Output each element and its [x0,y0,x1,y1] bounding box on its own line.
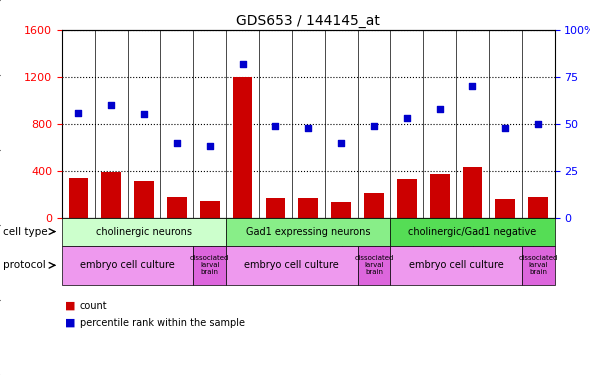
Text: cell type: cell type [3,226,48,237]
Text: percentile rank within the sample: percentile rank within the sample [80,318,245,327]
Point [303,124,313,130]
Text: embryo cell culture: embryo cell culture [409,260,503,270]
Point [468,83,477,89]
Bar [266,198,286,217]
Point [172,140,182,146]
Point [205,143,215,149]
Text: dissociated
larval
brain: dissociated larval brain [519,255,558,275]
Bar [430,174,450,217]
Bar [200,201,219,217]
Bar [496,200,515,217]
Point [500,124,510,130]
Point [402,115,412,121]
Point [271,123,280,129]
Bar [232,77,253,218]
Bar [331,202,351,217]
Bar [463,167,483,217]
Text: count: count [80,301,107,310]
Bar [299,198,318,217]
Bar [101,172,121,217]
Text: ■: ■ [65,301,76,310]
Point [533,121,543,127]
Text: embryo cell culture: embryo cell culture [80,260,175,270]
Point [336,140,346,146]
Point [74,110,83,116]
Point [369,123,379,129]
Text: cholinergic neurons: cholinergic neurons [96,226,192,237]
Text: ■: ■ [65,318,76,327]
Title: GDS653 / 144145_at: GDS653 / 144145_at [237,13,380,28]
Text: Gad1 expressing neurons: Gad1 expressing neurons [246,226,371,237]
Point [106,102,116,108]
Bar [134,181,154,218]
Text: embryo cell culture: embryo cell culture [244,260,339,270]
Bar [528,197,548,217]
Text: protocol: protocol [3,260,45,270]
Bar [167,197,187,217]
Text: dissociated
larval
brain: dissociated larval brain [354,255,394,275]
Bar [397,179,417,218]
Point [139,111,149,117]
Bar [364,193,384,217]
Point [435,106,444,112]
Bar [68,178,88,218]
Text: dissociated
larval
brain: dissociated larval brain [190,255,230,275]
Point [238,61,247,67]
Text: cholinergic/Gad1 negative: cholinergic/Gad1 negative [408,226,537,237]
